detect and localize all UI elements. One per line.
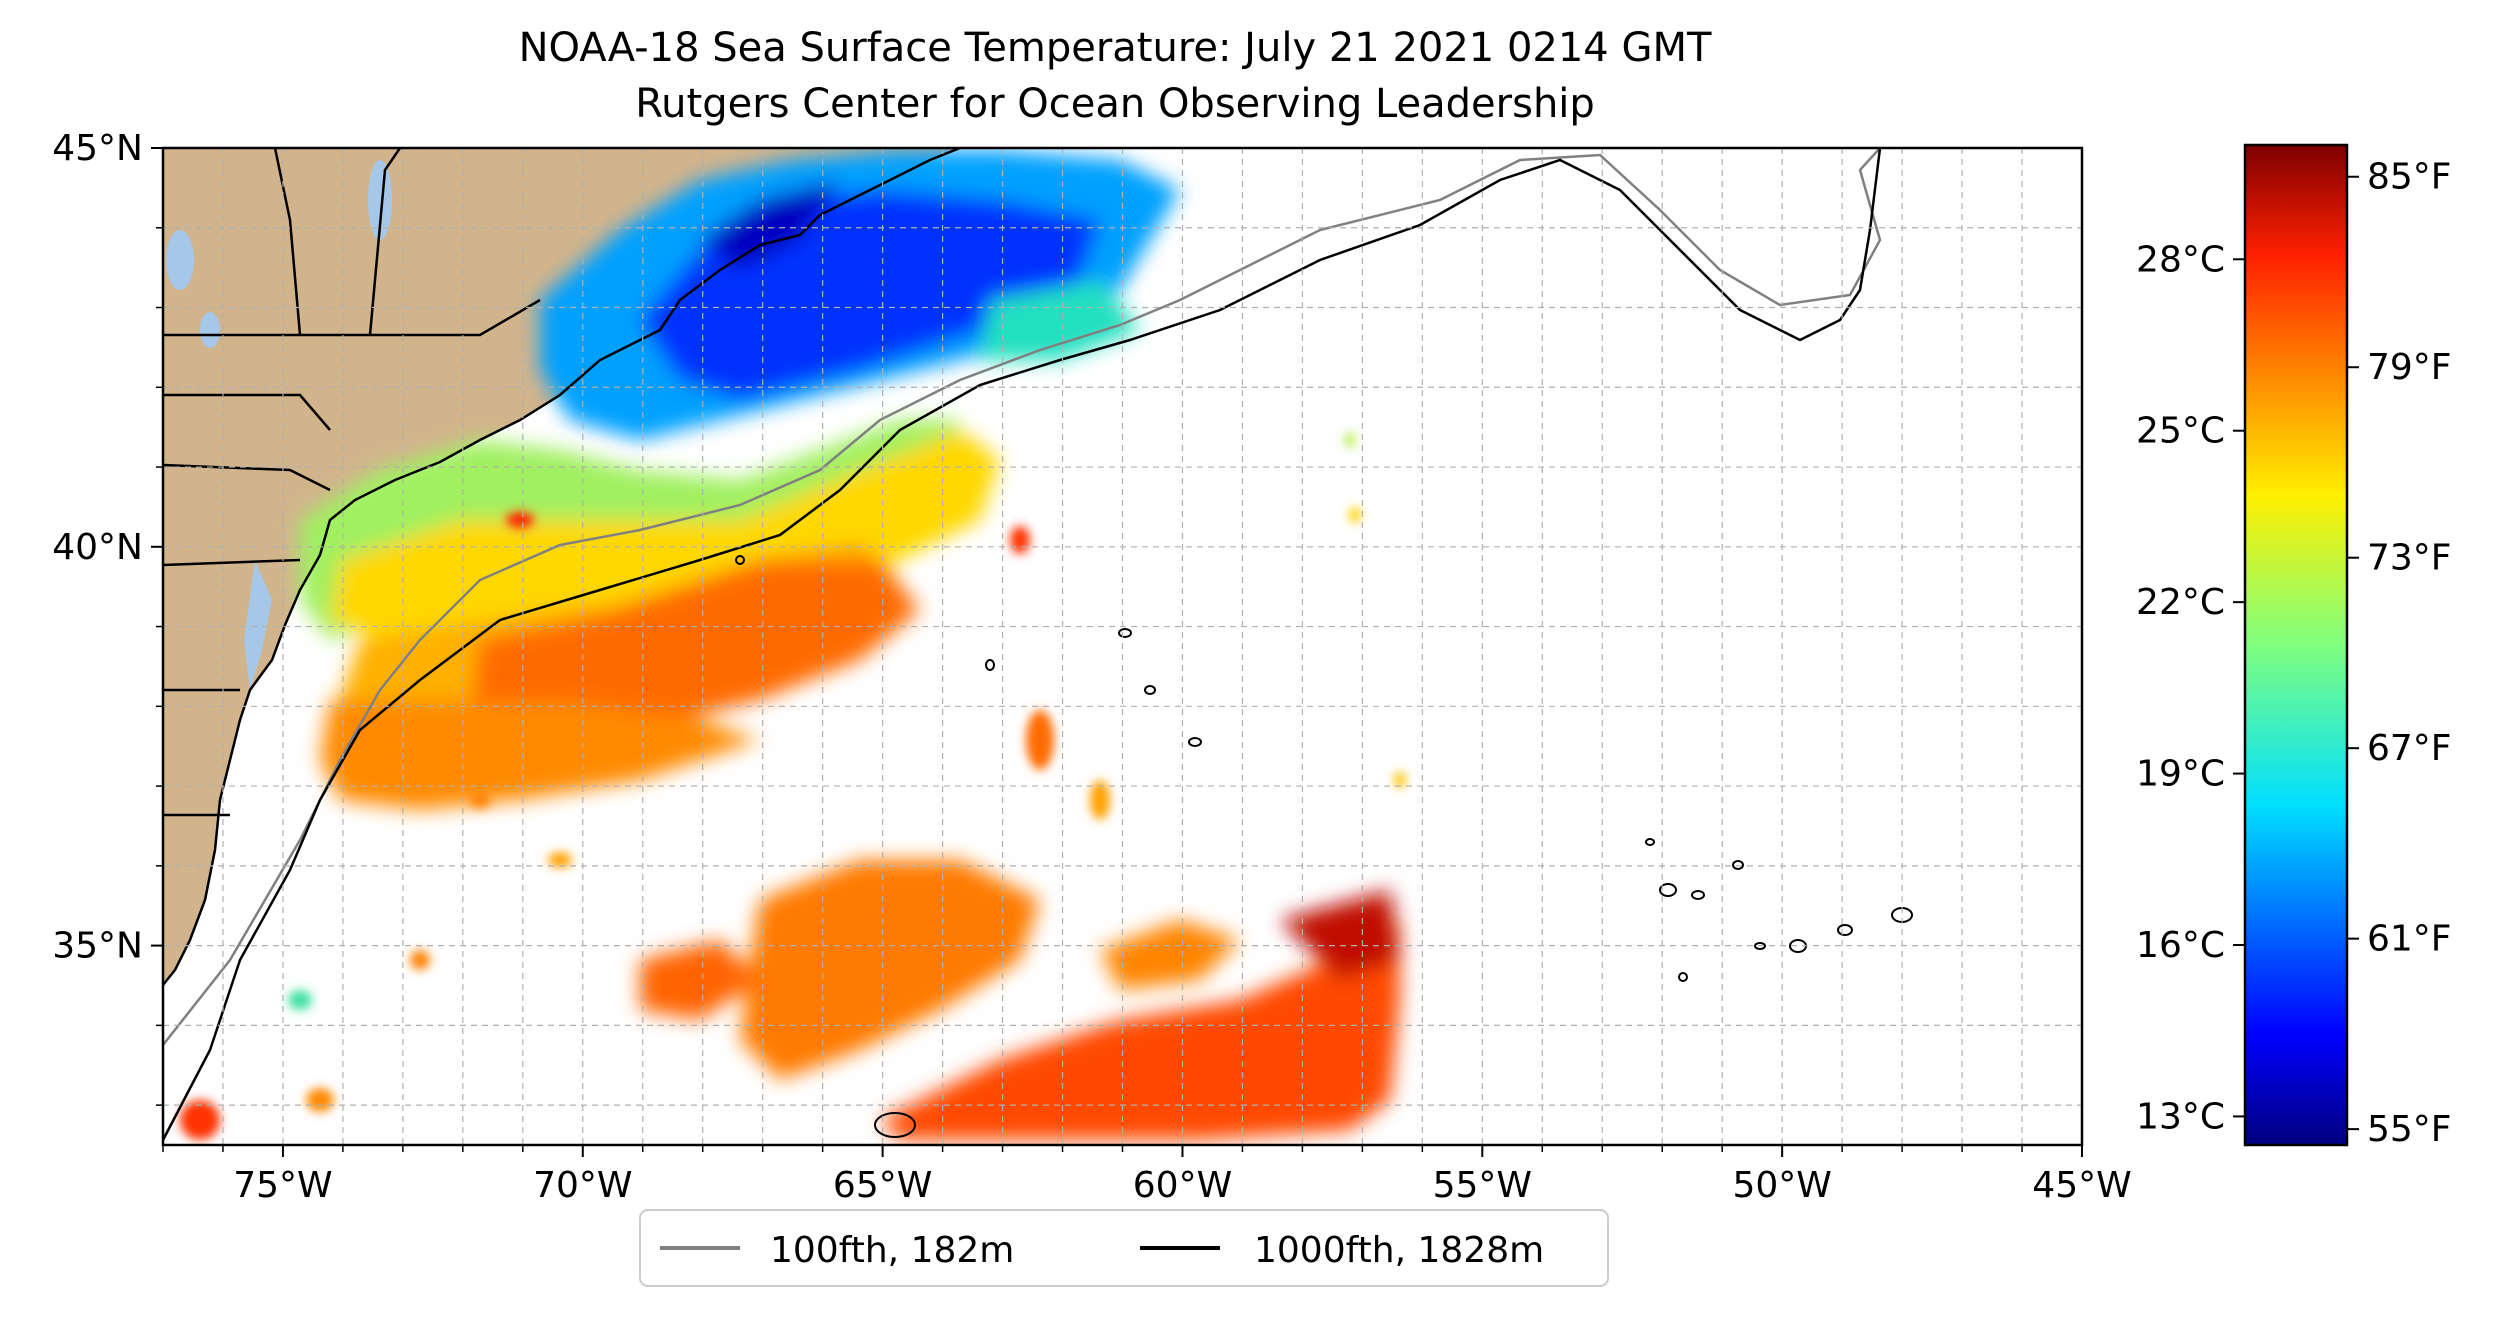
- colorbar-label-celsius: 13°C: [2136, 1096, 2225, 1137]
- inland-water: [166, 160, 392, 690]
- legend-frame: [639, 1209, 1609, 1287]
- lon-tick-label: 55°W: [1433, 1165, 1532, 1206]
- lat-tick-label: 40°N: [52, 527, 143, 568]
- contour-1000fth: [163, 148, 1882, 1141]
- colorbar-label-fahrenheit: 73°F: [2367, 538, 2452, 579]
- colorbar-label-fahrenheit: 67°F: [2367, 728, 2452, 769]
- lon-tick-label: 70°W: [533, 1165, 632, 1206]
- legend-label-1000fth: 1000fth, 1828m: [1254, 1230, 1544, 1271]
- axis-ticks: 75°W 70°W 65°W 60°W 55°W 50°W 45°W 45°N 40°N 35°N: [52, 128, 2131, 1206]
- lon-tick-label: 50°W: [1732, 1165, 1831, 1206]
- colorbar-label-celsius: 22°C: [2136, 582, 2225, 623]
- colorbar-label-celsius: 19°C: [2136, 754, 2225, 795]
- legend-label-100fth: 100fth, 182m: [770, 1230, 1014, 1271]
- map-title-line-1: NOAA-18 Sea Surface Temperature: July 21…: [518, 25, 1712, 71]
- legend: 100fth, 182m 1000fth, 1828m: [639, 1209, 1609, 1287]
- colorbar-border: [2243, 143, 2349, 1147]
- colorbar-label-fahrenheit: 55°F: [2367, 1109, 2452, 1150]
- lon-tick-label: 65°W: [833, 1165, 932, 1206]
- lon-tick-label: 75°W: [233, 1165, 332, 1206]
- coastline: [163, 148, 961, 986]
- colorbar-label-fahrenheit: 79°F: [2367, 347, 2452, 388]
- state-boundaries: [163, 148, 541, 817]
- map-content: [163, 148, 1913, 1141]
- lat-tick-label: 35°N: [52, 926, 143, 967]
- colorbar-gradient: [2245, 145, 2347, 1145]
- lon-tick-label: 45°W: [2032, 1165, 2131, 1206]
- colorbar-label-fahrenheit: 61°F: [2367, 919, 2452, 960]
- colorbar-label-celsius: 16°C: [2136, 925, 2225, 966]
- lat-tick-label: 45°N: [52, 128, 143, 169]
- colorbar-ticks: 13°C 16°C 19°C 22°C 25°C 28°C 55°F 61°F 67°F 73°F…: [2136, 157, 2451, 1150]
- map-border: [161, 146, 2084, 1147]
- colorbar-label-fahrenheit: 85°F: [2367, 157, 2452, 198]
- colorbar-label-celsius: 28°C: [2136, 239, 2225, 280]
- map-title-line-2: Rutgers Center for Ocean Observing Leade…: [635, 81, 1595, 127]
- lon-tick-label: 60°W: [1133, 1165, 1232, 1206]
- sst-swaths: [300, 150, 1400, 1140]
- colorbar-label-celsius: 25°C: [2136, 411, 2225, 452]
- contour-100fth: [163, 148, 1882, 1046]
- land-north-america: [163, 148, 960, 985]
